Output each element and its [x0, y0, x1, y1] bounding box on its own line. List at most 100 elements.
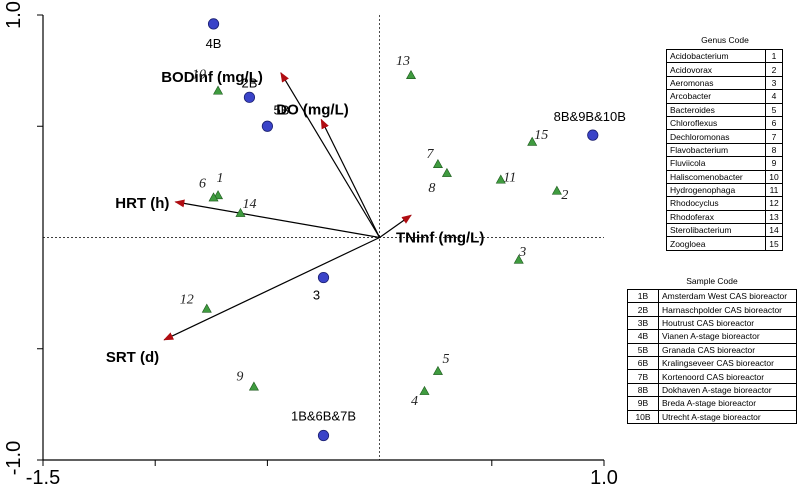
genus-code-cell: 9: [765, 156, 783, 171]
table-row: Sterolibacterium 14: [666, 223, 783, 238]
table-row: Zoogloea 15: [666, 236, 783, 251]
table-row: 4B Vianen A-stage bioreactor: [627, 329, 797, 344]
table-row: Acidovorax 2: [666, 62, 783, 77]
genus-marker: [248, 381, 259, 391]
genus-code-label: 4: [411, 394, 418, 409]
genus-name-cell: Sterolibacterium: [666, 223, 766, 238]
sample-marker: [243, 91, 256, 103]
genus-code-cell: 5: [765, 102, 783, 117]
x-tick-label: -1.5: [26, 467, 60, 489]
vector-label: HRT (h): [115, 195, 169, 212]
table-row: 10B Utrecht A-stage bioreactor: [627, 409, 797, 424]
sample-name-cell: Harnaschpolder CAS bioreactor: [658, 302, 797, 317]
genus-code-cell: 8: [765, 142, 783, 158]
table-row: Hydrogenophaga 11: [666, 182, 783, 198]
sample-name-cell: Kralingseveer CAS bioreactor: [658, 355, 797, 371]
genus-marker: [201, 303, 212, 313]
genus-marker: [513, 254, 524, 264]
sample-points: [207, 18, 599, 442]
sample-code-table: 1B Amsterdam West CAS bioreactor 2B Harnasc…: [627, 288, 797, 424]
genus-code-cell: 15: [765, 236, 783, 251]
sample-code-cell: 7B: [627, 369, 659, 384]
genus-marker: [419, 385, 430, 395]
genus-code-label: 11: [503, 171, 516, 186]
vector-label: DO (mg/L): [276, 102, 349, 119]
genus-name-cell: Chloroflexus: [666, 115, 766, 131]
genus-name-cell: Hydrogenophaga: [666, 182, 766, 198]
sample-marker: [317, 271, 330, 284]
sample-code-cell: 1B: [627, 288, 659, 304]
table-row: Rhodocyclus 12: [666, 196, 783, 211]
y-tick-label: -1.0: [3, 441, 25, 475]
table-row: 7B Kortenoord CAS bioreactor: [627, 369, 797, 384]
sample-label: 3: [313, 288, 320, 303]
genus-name-cell: Fluviicola: [666, 156, 766, 171]
genus-code-label: 1: [217, 171, 224, 186]
sample-label: 2B: [241, 75, 257, 90]
genus-code-cell: 11: [765, 182, 783, 198]
sample-label: 4B: [206, 36, 222, 51]
vector-arrow: [174, 199, 380, 239]
genus-points: [201, 69, 562, 395]
genus-name-cell: Dechloromonas: [666, 129, 766, 144]
sample-marker: [317, 429, 330, 442]
labels: BODinf (mg/L) DO (mg/L) HRT (h) SRT (d) TNin…: [106, 36, 626, 424]
genus-name-cell: Arcobacter: [666, 89, 766, 104]
genus-marker: [213, 85, 224, 95]
genus-code-cell: 6: [765, 115, 783, 131]
table-row: 2B Harnaschpolder CAS bioreactor: [627, 302, 797, 317]
genus-code-cell: 4: [765, 89, 783, 104]
sample-code-cell: 2B: [627, 302, 659, 317]
table-row: 6B Kralingseveer CAS bioreactor: [627, 355, 797, 371]
sample-code-cell: 4B: [627, 329, 659, 344]
genus-name-cell: Acidobacterium: [666, 48, 766, 64]
vector-arrow: [379, 214, 412, 238]
genus-code-cell: 3: [765, 75, 783, 91]
genus-code-cell: 10: [765, 169, 783, 184]
sample-name-cell: Houtrust CAS bioreactor: [658, 315, 797, 331]
sample-code-cell: 9B: [627, 396, 659, 411]
genus-name-cell: Rhodocyclus: [666, 196, 766, 211]
sample-marker: [207, 18, 220, 30]
genus-marker: [495, 174, 506, 184]
sample-name-cell: Granada CAS bioreactor: [658, 342, 797, 357]
sample-name-cell: Utrecht A-stage bioreactor: [658, 409, 797, 424]
genus-code-cell: 1: [765, 48, 783, 64]
genus-code-cell: 7: [765, 129, 783, 144]
genus-marker: [235, 207, 246, 217]
sample-code-cell: 10B: [627, 409, 659, 424]
vector-label: SRT (d): [106, 349, 159, 366]
genus-code-label: 14: [242, 197, 256, 212]
genus-marker: [551, 185, 562, 195]
genus-code-label: 3: [518, 245, 526, 260]
vector-arrow: [320, 118, 381, 238]
vector-label: TNinf (mg/L): [396, 229, 484, 246]
genus-marker: [432, 365, 443, 375]
table-row: Bacteroides 5: [666, 102, 783, 117]
genus-name-cell: Acidovorax: [666, 62, 766, 77]
genus-name-cell: Haliscomenobacter: [666, 169, 766, 184]
table-row: Fluviicola 9: [666, 156, 783, 171]
y-tick-label: 1.0: [3, 1, 25, 29]
genus-name-cell: Aeromonas: [666, 75, 766, 91]
sample-label: 8B&9B&10B: [554, 109, 626, 124]
genus-code-label: 7: [426, 147, 434, 162]
table-row: Aeromonas 3: [666, 75, 783, 91]
table-row: 9B Breda A-stage bioreactor: [627, 396, 797, 411]
table-row: 1B Amsterdam West CAS bioreactor: [627, 288, 797, 304]
genus-code-cell: 13: [765, 209, 783, 225]
vector-arrow: [280, 71, 381, 238]
table-row: Chloroflexus 6: [666, 115, 783, 131]
genus-name-cell: Flavobacterium: [666, 142, 766, 158]
sample-label: 1B&6B&7B: [291, 409, 356, 424]
genus-table-title: Genus Code: [701, 35, 749, 45]
genus-code-label: 15: [534, 128, 548, 143]
table-row: Rhodoferax 13: [666, 209, 783, 225]
genus-name-cell: Rhodoferax: [666, 209, 766, 225]
genus-marker: [208, 192, 219, 202]
sample-name-cell: Vianen A-stage bioreactor: [658, 329, 797, 344]
table-row: 5B Granada CAS bioreactor: [627, 342, 797, 357]
genus-code-label: 6: [199, 176, 206, 191]
genus-code-cell: 2: [765, 62, 783, 77]
genus-code-label: 5: [442, 352, 449, 367]
